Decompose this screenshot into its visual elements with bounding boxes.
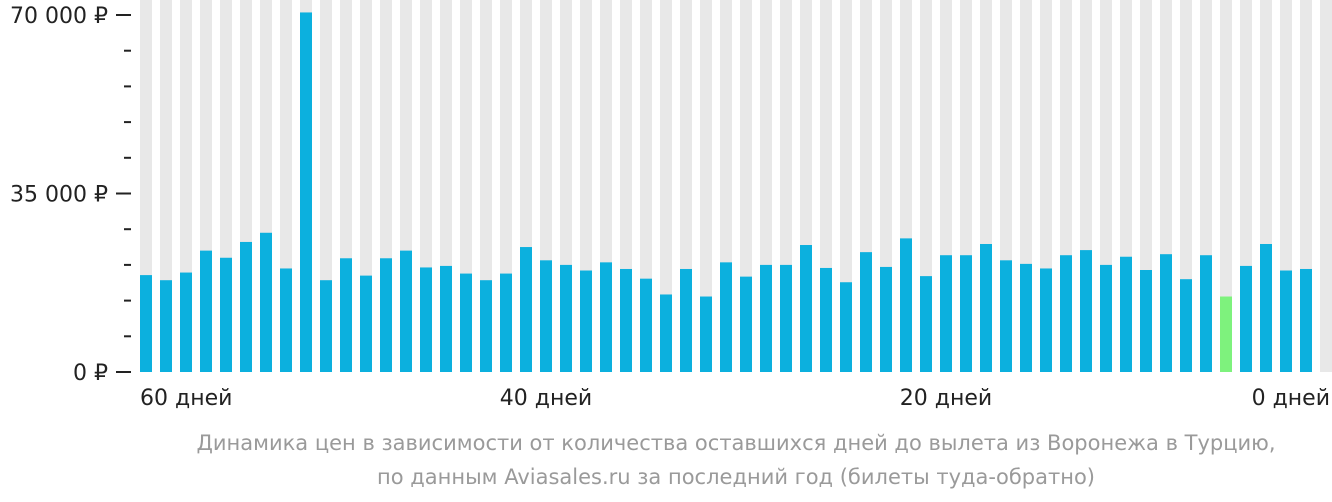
bar [160, 280, 172, 372]
bar [700, 296, 712, 372]
bar [620, 268, 632, 372]
column-background [1180, 0, 1192, 372]
bar [420, 267, 432, 372]
bar [860, 252, 872, 372]
bar [520, 247, 532, 372]
bar [1200, 255, 1212, 372]
bar [780, 264, 792, 372]
bar [1000, 260, 1012, 372]
bar [1020, 263, 1032, 372]
bar [240, 241, 252, 372]
bar [1060, 255, 1072, 372]
bar [980, 243, 992, 372]
bar [680, 268, 692, 372]
column-background [1220, 0, 1232, 372]
bar [140, 275, 152, 372]
bar [200, 250, 212, 372]
bar [880, 266, 892, 372]
y-tick-label: 70 000 ₽ [10, 4, 108, 29]
bars [140, 12, 1312, 372]
column-background [160, 0, 172, 372]
bar [360, 275, 372, 372]
bar [380, 258, 392, 372]
bar [960, 255, 972, 372]
bar [940, 255, 952, 372]
chart-caption-line-2: по данным Aviasales.ru за последний год … [377, 465, 1095, 489]
bar [1280, 270, 1292, 372]
bar [1180, 279, 1192, 372]
column-background [660, 0, 672, 372]
bar [180, 272, 192, 372]
background-columns [140, 0, 1332, 372]
bar [560, 264, 572, 372]
bar [400, 250, 412, 372]
bar [1260, 243, 1272, 372]
y-axis: 70 000 ₽ 35 000 ₽ 0 ₽ [10, 4, 131, 386]
bar [800, 245, 812, 372]
bar [340, 258, 352, 372]
bar [260, 232, 272, 372]
y-tick-label: 0 ₽ [73, 361, 108, 386]
x-axis: 60 дней 40 дней 20 дней 0 дней [140, 386, 1330, 411]
bar [920, 276, 932, 372]
x-tick-label: 60 дней [140, 386, 232, 411]
bar [300, 12, 312, 372]
price-bar-chart: 70 000 ₽ 35 000 ₽ 0 ₽ 60 дней 40 дней 20 дне… [10, 0, 1332, 411]
bar [220, 257, 232, 372]
bar [1100, 264, 1112, 372]
bar [1160, 254, 1172, 372]
x-tick-label: 40 дней [500, 386, 592, 411]
column-background [840, 0, 852, 372]
bar [640, 278, 652, 372]
x-tick-label: 20 дней [900, 386, 992, 411]
y-tick-label: 35 000 ₽ [10, 183, 108, 208]
bar [820, 267, 832, 372]
bar [720, 262, 732, 372]
x-tick-label: 0 дней [1252, 386, 1330, 411]
bar [740, 276, 752, 372]
bar [480, 280, 492, 372]
bar [440, 265, 452, 372]
bar [1140, 270, 1152, 372]
bar [1080, 250, 1092, 372]
bar [1300, 268, 1312, 372]
bar [760, 264, 772, 372]
column-background [700, 0, 712, 372]
bar [580, 270, 592, 372]
bar [280, 268, 292, 372]
bar [1240, 265, 1252, 372]
bar [1120, 256, 1132, 372]
bar [900, 238, 912, 372]
column-background [480, 0, 492, 372]
bar [1040, 268, 1052, 372]
chart-caption-line-1: Динамика цен в зависимости от количества… [196, 431, 1276, 455]
column-background [1320, 0, 1332, 372]
bar [840, 282, 852, 372]
bar [660, 294, 672, 372]
bar [600, 262, 612, 372]
bar [320, 280, 332, 372]
bar [500, 273, 512, 372]
bar [540, 260, 552, 372]
bar [460, 273, 472, 372]
column-background [320, 0, 332, 372]
bar-highlight [1220, 296, 1232, 372]
